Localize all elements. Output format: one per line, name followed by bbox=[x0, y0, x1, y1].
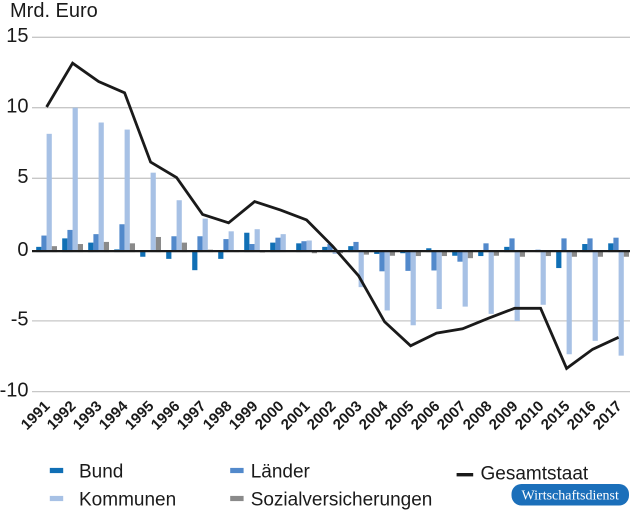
svg-text:15: 15 bbox=[6, 25, 28, 47]
svg-text:Gesamtstaat: Gesamtstaat bbox=[481, 464, 589, 485]
svg-text:Länder: Länder bbox=[251, 462, 311, 483]
svg-text:Mrd. Euro: Mrd. Euro bbox=[10, 0, 98, 22]
svg-text:-10: -10 bbox=[0, 379, 29, 401]
svg-text:0: 0 bbox=[17, 239, 28, 261]
svg-text:10: 10 bbox=[6, 95, 28, 117]
svg-text:Bund: Bund bbox=[79, 462, 123, 483]
svg-text:Kommunen: Kommunen bbox=[79, 490, 176, 511]
svg-text:Sozialversicherungen: Sozialversicherungen bbox=[251, 490, 433, 511]
svg-text:Wirtschaftsdienst: Wirtschaftsdienst bbox=[521, 489, 619, 504]
svg-text:-5: -5 bbox=[11, 309, 29, 331]
svg-text:5: 5 bbox=[17, 166, 28, 188]
